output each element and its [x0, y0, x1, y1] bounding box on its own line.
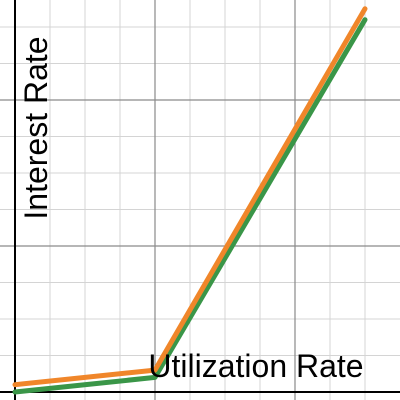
series-line-1 [12, 17, 368, 395]
y-axis-title: Interest Rate [18, 36, 54, 219]
series-layer [12, 6, 368, 395]
x-axis-title: Utilization Rate [148, 348, 363, 384]
series-line-2 [12, 6, 368, 388]
